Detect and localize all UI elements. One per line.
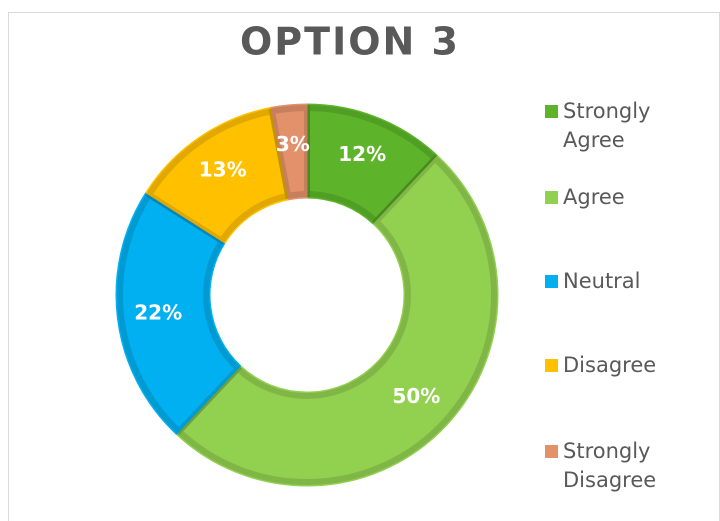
slice-edge <box>174 154 497 485</box>
slice-label: 22% <box>134 300 182 324</box>
legend-label: Neutral <box>563 269 641 293</box>
legend-item: Neutral <box>545 267 715 296</box>
slice-label: 3% <box>276 132 310 156</box>
legend-item: Strongly Disagree <box>545 437 715 495</box>
legend-item: Disagree <box>545 351 715 380</box>
legend-swatch <box>545 191 558 204</box>
slice-label: 12% <box>338 142 386 166</box>
legend-item: Agree <box>545 183 715 212</box>
legend-swatch <box>545 275 558 288</box>
donut-slice <box>115 191 242 435</box>
donut-slice <box>270 103 308 201</box>
slice-label: 50% <box>392 384 440 408</box>
legend-label: Strongly Disagree <box>563 439 657 492</box>
slice-edge <box>268 104 310 200</box>
legend-label: Agree <box>563 185 625 209</box>
legend-swatch <box>545 105 558 118</box>
legend-swatch <box>545 445 558 458</box>
slice-label: 13% <box>199 157 247 181</box>
donut-slice <box>175 155 499 487</box>
legend-label: Disagree <box>563 353 657 377</box>
legend-label: Strongly Agree <box>563 99 651 152</box>
slice-edge <box>117 190 243 436</box>
chart-title: OPTION 3 <box>240 20 460 64</box>
legend-item: Strongly Agree <box>545 97 715 155</box>
legend-swatch <box>545 359 558 372</box>
